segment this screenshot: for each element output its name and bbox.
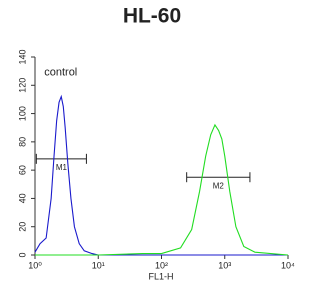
y-tick-label: 80: [17, 137, 27, 147]
y-tick-label: 0: [17, 252, 27, 257]
x-tick-label: 10²: [155, 260, 168, 270]
annotation: control: [44, 66, 77, 78]
marker-label: M1: [56, 163, 68, 172]
y-tick-label: 100: [17, 106, 27, 121]
x-tick-label: 10¹: [92, 260, 105, 270]
marker-label: M2: [213, 181, 225, 190]
chart-title: HL-60: [123, 5, 181, 28]
x-axis-label: FL1-H: [148, 271, 173, 281]
y-tick-label: 40: [17, 193, 27, 203]
chart: HL-60 FL1-H 0 20 40 60 80 100 120 140 10⁰ 10¹ 10² 1…: [17, 5, 295, 282]
y-tick-label: 60: [17, 165, 27, 175]
x-tick-label: 10³: [218, 260, 231, 270]
y-tick-label: 20: [17, 222, 27, 232]
x-tick-label: 10⁰: [28, 260, 42, 270]
histogram-line: [35, 123, 289, 256]
y-tick-label: 140: [17, 49, 27, 64]
x-tick-label: 10⁴: [281, 260, 295, 270]
y-tick-label: 120: [17, 78, 27, 93]
